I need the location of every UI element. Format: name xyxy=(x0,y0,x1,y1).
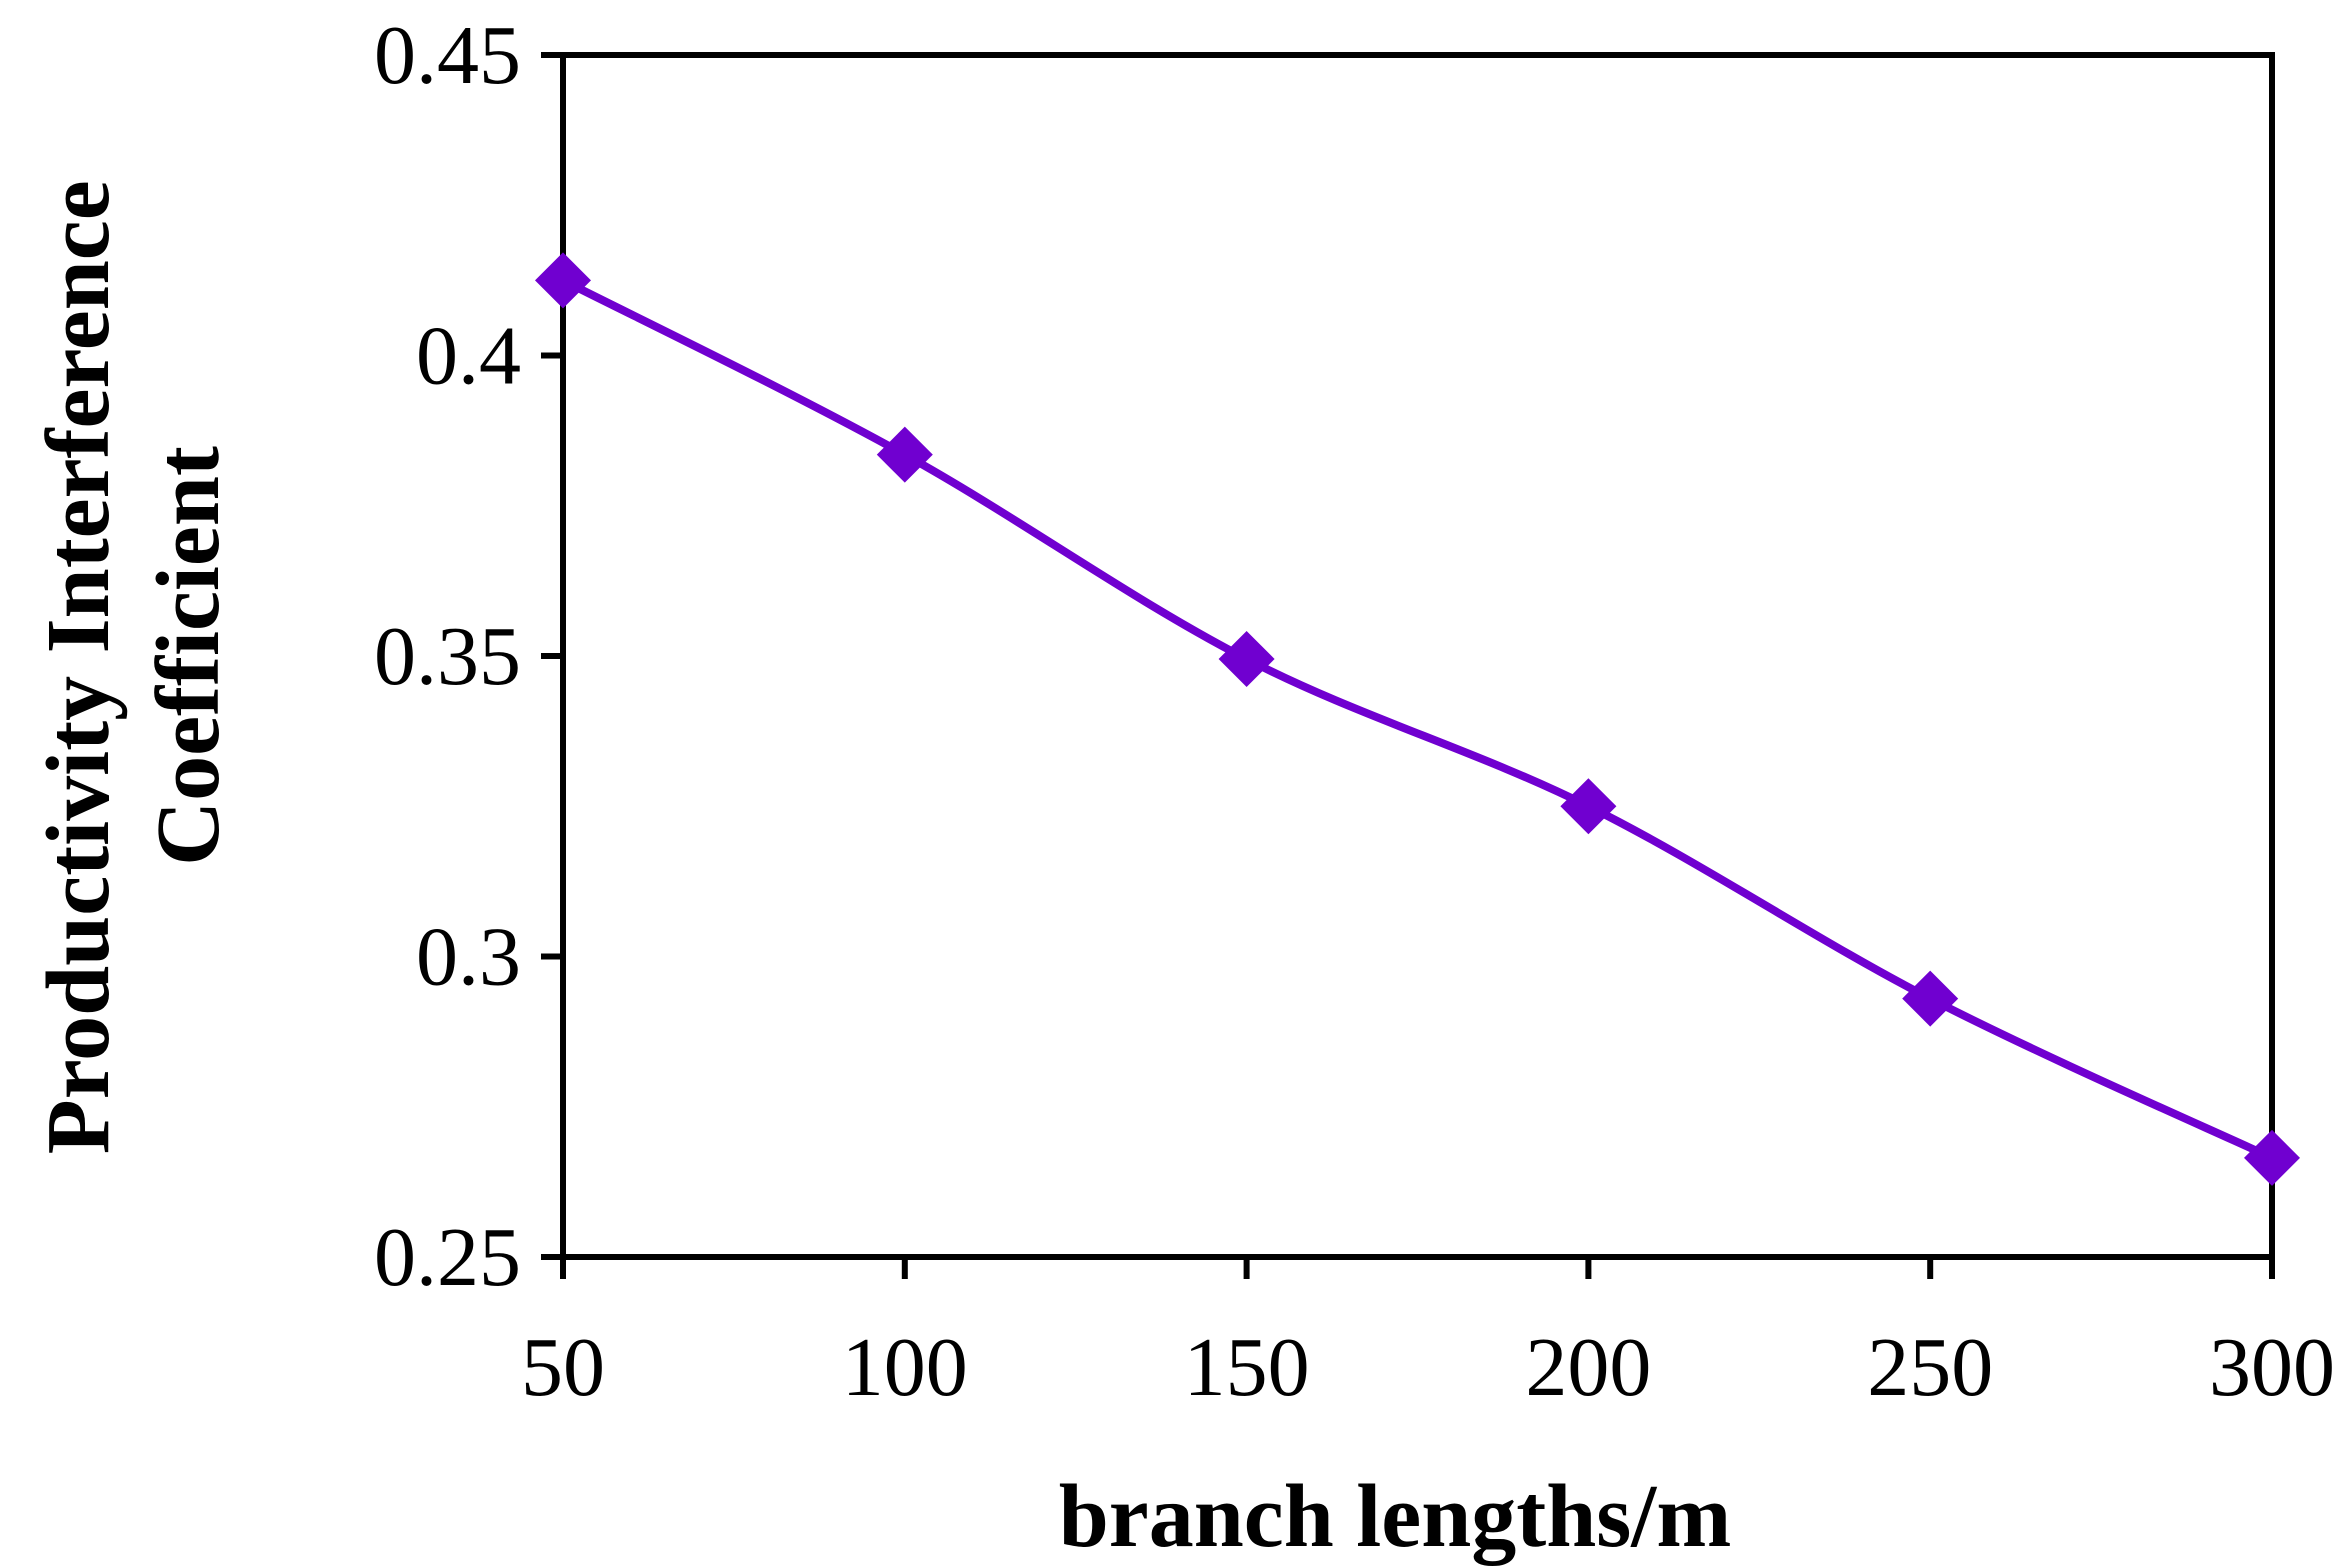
data-point-marker xyxy=(876,426,933,483)
x-tick-label: 50 xyxy=(521,1321,605,1414)
data-point-marker xyxy=(2244,1129,2300,1186)
y-axis-title-line-1: Productivity Interference xyxy=(29,180,128,1154)
y-tick-label: 0.35 xyxy=(374,610,521,703)
data-point-marker xyxy=(1218,631,1275,688)
y-axis-title: Productivity Interference Coefficient xyxy=(29,158,238,1154)
x-axis-title: branch lengths/m xyxy=(1059,1467,1732,1566)
y-tick-label: 0.25 xyxy=(374,1211,521,1304)
data-point-marker xyxy=(1560,778,1617,835)
x-axis: 50 100 150 200 250 300 xyxy=(521,1257,2335,1414)
data-point-marker xyxy=(535,252,591,309)
x-tick-label: 100 xyxy=(842,1321,968,1414)
x-tick-label: 300 xyxy=(2209,1321,2335,1414)
plot-area xyxy=(560,52,2275,1260)
x-tick-label: 250 xyxy=(1867,1321,1993,1414)
y-axis: 0.25 0.3 0.35 0.4 0.45 xyxy=(374,9,563,1304)
x-tick-label: 150 xyxy=(1184,1321,1310,1414)
series-layer xyxy=(535,252,2300,1186)
y-tick-label: 0.45 xyxy=(374,9,521,102)
y-tick-label: 0.3 xyxy=(416,911,521,1004)
series-line xyxy=(561,276,2274,1162)
y-tick-label: 0.4 xyxy=(416,310,521,403)
y-axis-title-line-2: Coefficient xyxy=(139,446,238,866)
x-tick-label: 200 xyxy=(1525,1321,1651,1414)
data-point-marker xyxy=(1902,970,1959,1027)
